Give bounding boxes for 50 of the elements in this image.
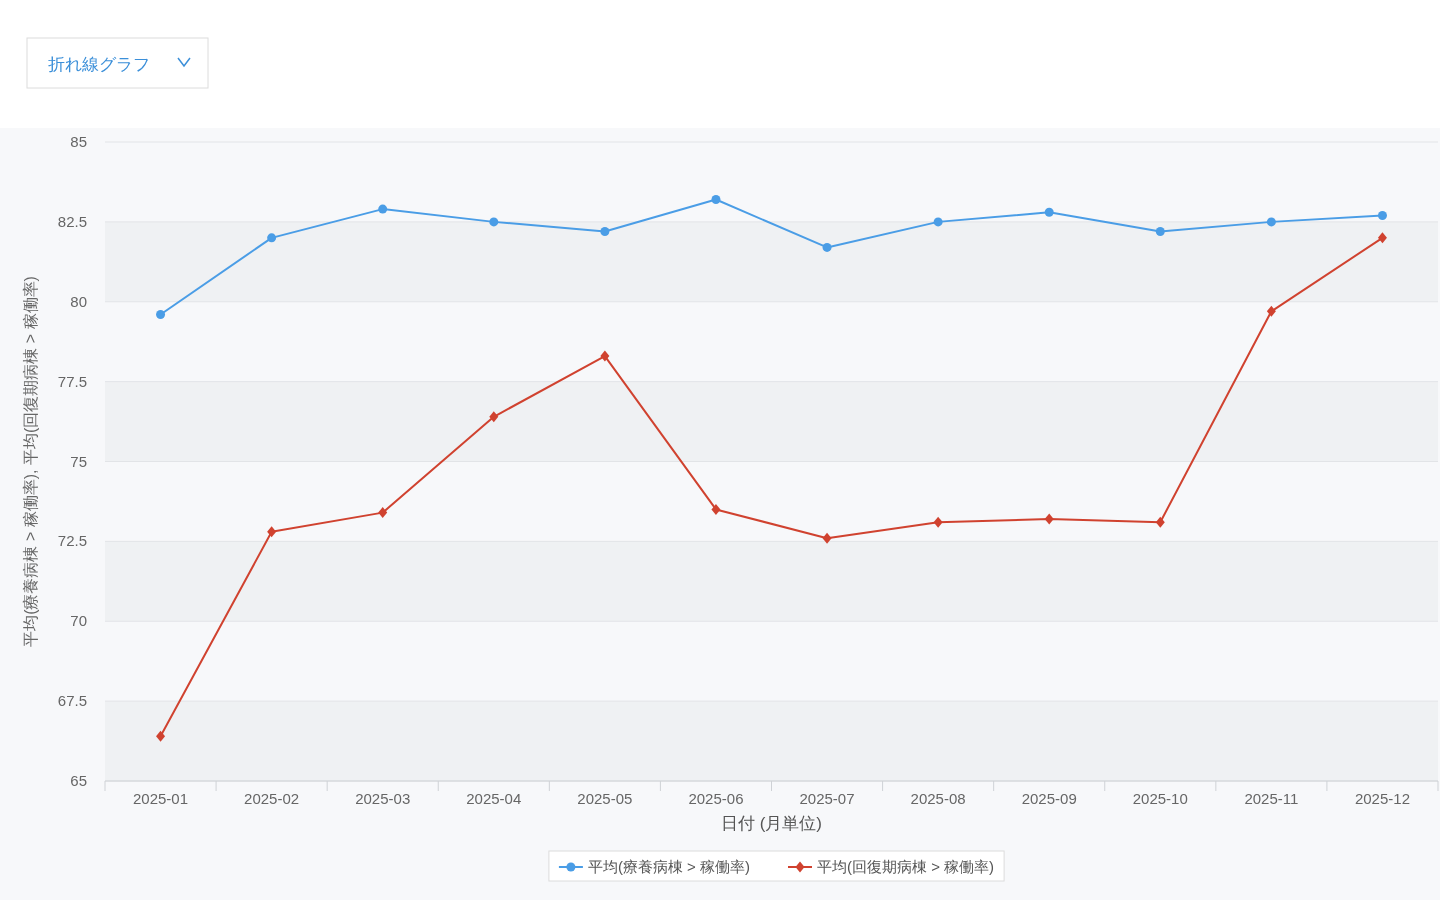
point — [489, 411, 499, 423]
y-tick-label: 82.5 — [57, 212, 87, 230]
point — [600, 226, 610, 236]
point — [933, 217, 943, 227]
point — [267, 526, 277, 538]
y-axis-title: 平均(療養病棟 > 稼働率), 平均(回復期病棟 > 稼働率) — [22, 276, 39, 647]
y-tick-label: 72.5 — [57, 532, 87, 550]
x-tick-label: 2025-04 — [466, 790, 522, 807]
point — [1266, 305, 1276, 317]
point — [711, 503, 721, 515]
point — [378, 204, 388, 214]
point — [1044, 513, 1054, 525]
point — [1266, 217, 1276, 227]
point — [1377, 210, 1387, 220]
point — [933, 516, 943, 528]
x-tick-label: 2025-05 — [577, 790, 633, 807]
point — [489, 217, 499, 227]
dropdown: 折れ線グラフ — [26, 37, 209, 89]
point — [1044, 207, 1054, 217]
point — [711, 195, 721, 205]
y-tick-label: 65 — [70, 772, 87, 789]
point — [378, 507, 388, 519]
point — [267, 233, 277, 243]
y-tick-label: 67.5 — [57, 692, 87, 710]
point — [156, 310, 166, 320]
legend-label: 平均(療養病棟 > 稼働率) — [587, 858, 750, 875]
point — [1155, 516, 1165, 528]
y-tick-label: 70 — [70, 612, 87, 630]
point — [822, 242, 832, 252]
x-axis-title: 日付 (月単位) — [720, 814, 823, 833]
point — [600, 350, 610, 362]
x-tick-label: 2025-09 — [1021, 790, 1077, 807]
point — [1155, 226, 1165, 236]
x-tick-label: 2025-10 — [1132, 790, 1188, 807]
point — [1377, 232, 1387, 244]
y-tick-label: 75 — [70, 452, 87, 470]
point — [156, 730, 166, 742]
x-tick-label: 2025-03 — [355, 790, 411, 807]
x-tick-label: 2025-12 — [1354, 790, 1410, 807]
point — [822, 532, 832, 544]
x-tick-label: 2025-07 — [799, 790, 855, 807]
y-tick-label: 80 — [70, 292, 87, 310]
x-tick-label: 2025-02 — [244, 790, 300, 807]
x-tick-label: 2025-06 — [688, 790, 744, 807]
legend-label: 平均(回復期病棟 > 稼働率) — [817, 858, 995, 875]
y-tick-label: 77.5 — [57, 372, 87, 390]
y-tick-label: 85 — [70, 133, 87, 150]
x-tick-label: 2025-01 — [133, 790, 189, 807]
x-tick-label: 2025-08 — [910, 790, 966, 807]
x-tick-label: 2025-11 — [1244, 790, 1299, 807]
